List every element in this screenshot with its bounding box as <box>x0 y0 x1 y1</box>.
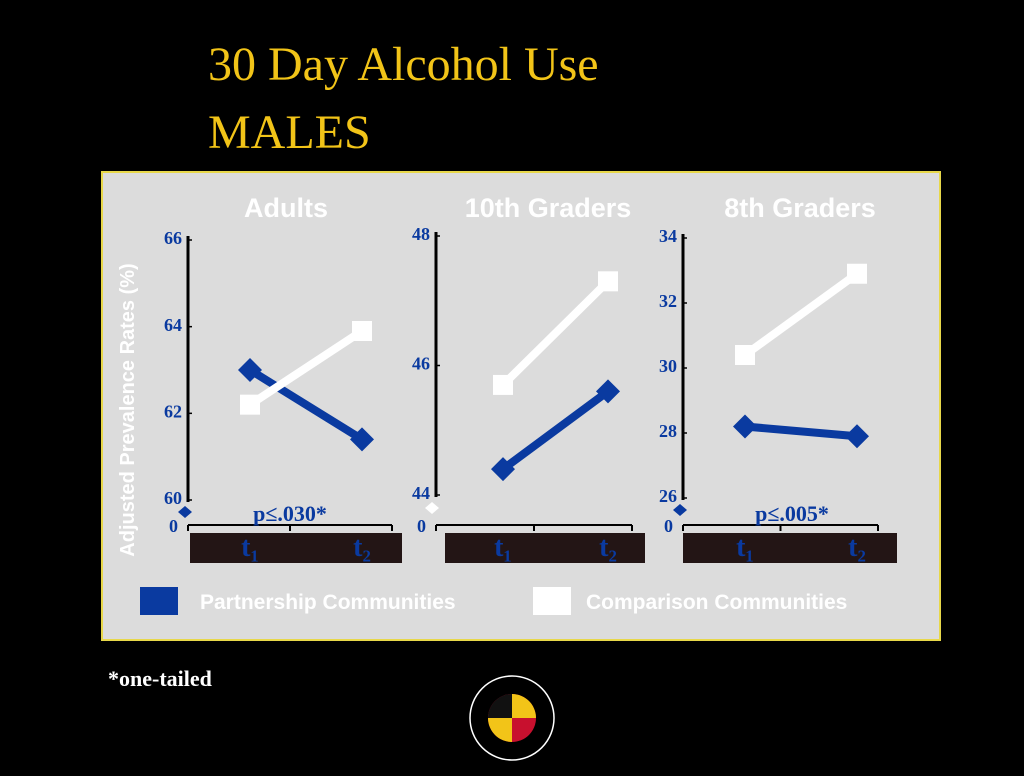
x-tick-label: t₁ <box>241 532 259 563</box>
data-point <box>733 414 757 439</box>
y-tick-label: 28 <box>659 421 677 441</box>
data-point <box>735 345 755 365</box>
series-line <box>500 278 611 388</box>
data-point <box>596 379 620 404</box>
chart-title: 8th Graders <box>724 193 876 223</box>
origin-label: 0 <box>169 516 178 536</box>
category-band <box>445 533 645 563</box>
data-point <box>238 358 262 382</box>
data-point <box>350 427 374 452</box>
category-band <box>683 533 897 563</box>
y-tick-label: 44 <box>412 483 430 503</box>
data-point <box>598 271 618 292</box>
y-tick-label: 48 <box>412 224 430 244</box>
y-tick-label: 26 <box>659 486 677 506</box>
x-tick-label: t₂ <box>353 532 371 563</box>
x-tick-label: t₂ <box>848 532 866 563</box>
chart-title: 10th Graders <box>465 193 632 223</box>
y-axis-label: Adjusted Prevalence Rates (%) <box>117 263 139 556</box>
data-point <box>240 394 260 415</box>
annotation: p≤.005* <box>755 501 829 526</box>
break-marker <box>178 506 192 518</box>
y-tick-label: 34 <box>659 226 677 246</box>
series-line <box>742 270 860 359</box>
origin-label: 0 <box>664 516 673 536</box>
y-tick-label: 60 <box>164 488 182 508</box>
legend-label: Comparison Communities <box>586 591 847 614</box>
data-point <box>845 424 869 449</box>
y-tick-label: 66 <box>164 228 182 248</box>
data-point <box>493 374 513 395</box>
x-tick-label: t₂ <box>599 532 617 563</box>
x-tick-label: t₁ <box>736 532 754 563</box>
logo <box>469 675 555 761</box>
slide-subtitle: MALES <box>208 106 371 159</box>
data-point <box>847 263 867 284</box>
y-tick-label: 64 <box>164 315 182 335</box>
series-line <box>247 366 365 443</box>
legend-swatch <box>140 587 178 615</box>
y-tick-label: 46 <box>412 354 430 374</box>
legend-swatch <box>533 587 571 615</box>
footnote: *one-tailed <box>108 666 212 691</box>
data-point <box>352 321 372 341</box>
break-marker <box>425 502 439 514</box>
x-tick-label: t₁ <box>494 532 512 563</box>
slide-title: 30 Day Alcohol Use <box>208 38 599 91</box>
y-tick-label: 32 <box>659 291 677 311</box>
y-tick-label: 30 <box>659 356 677 376</box>
series-line <box>500 388 611 473</box>
series-line <box>744 422 858 441</box>
origin-label: 0 <box>417 516 426 536</box>
break-marker <box>673 504 687 516</box>
y-tick-label: 62 <box>164 401 182 421</box>
series-line <box>247 327 365 409</box>
legend-label: Partnership Communities <box>200 591 456 614</box>
annotation: p≤.030* <box>253 501 327 526</box>
panel <box>101 171 941 641</box>
chart-title: Adults <box>244 193 328 223</box>
data-point <box>491 457 515 482</box>
category-band <box>190 533 402 563</box>
